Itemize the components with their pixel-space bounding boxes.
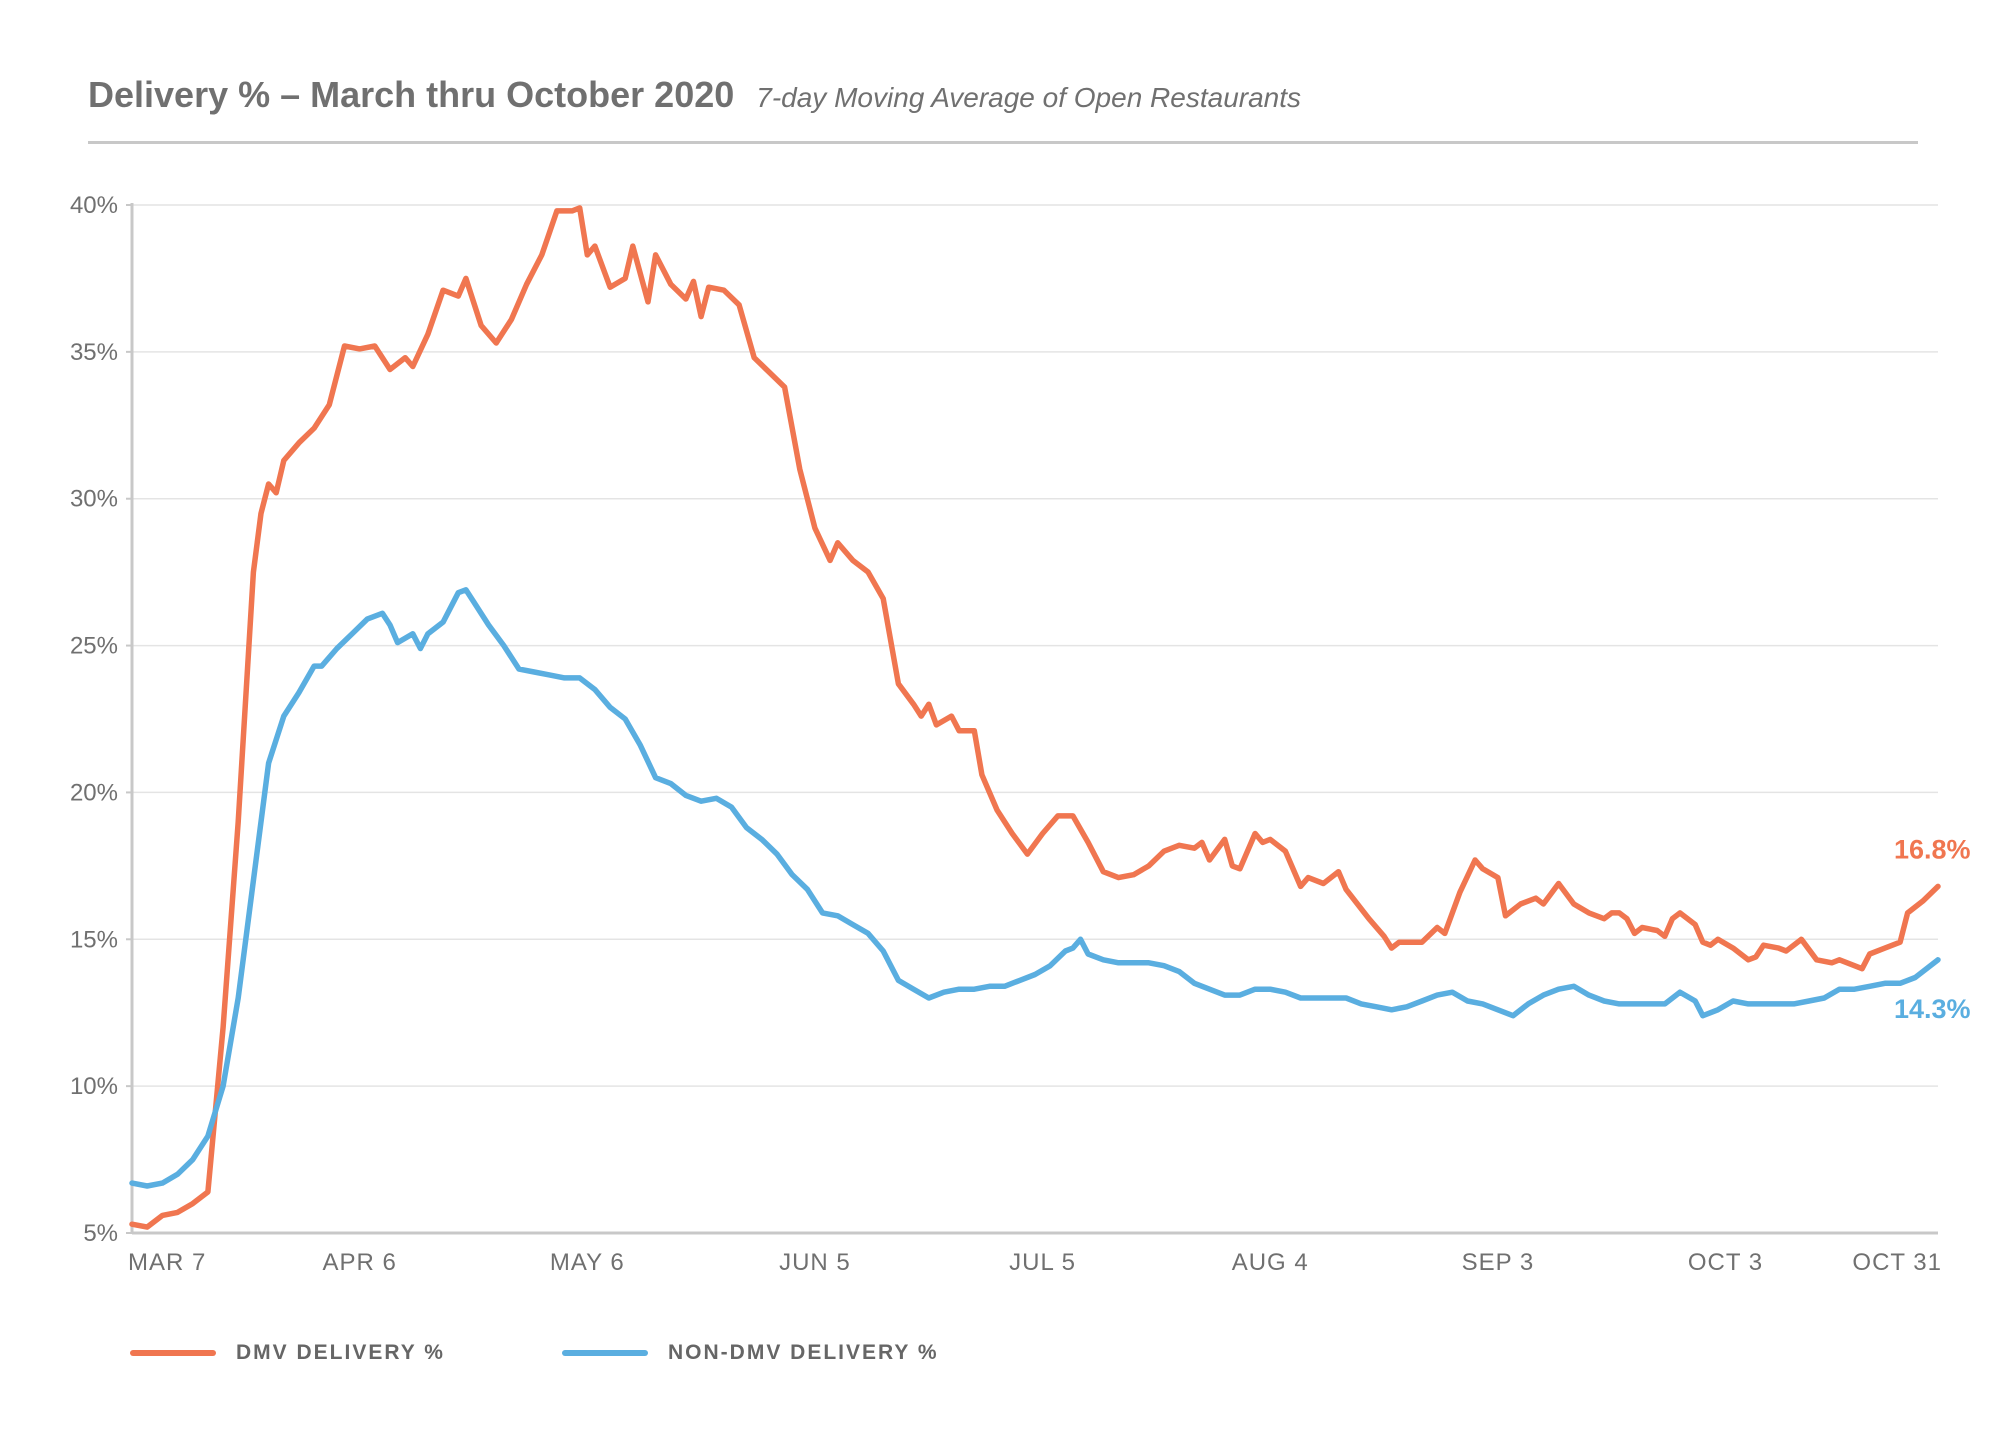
- legend-label-non-dmv: NON-DMV DELIVERY %: [668, 1341, 939, 1364]
- chart-title: Delivery % – March thru October 2020: [88, 74, 735, 115]
- chart-header: Delivery % – March thru October 2020 7-da…: [88, 74, 1920, 124]
- header-divider: [88, 141, 1918, 144]
- end-label-non-dmv: 14.3%: [1894, 994, 1971, 1024]
- series-line-dmv: [129, 205, 1941, 1230]
- y-tick-label: 40%: [70, 192, 118, 219]
- legend-swatch-non-dmv: [562, 1350, 648, 1356]
- x-tick-label: APR 6: [322, 1249, 396, 1276]
- x-tick-labels: MAR 7 APR 6 MAY 6 JUN 5 JUL 5 AUG 4 SEP 3 OCT 3…: [128, 1249, 1942, 1276]
- y-tick-labels: 5% 10% 15% 20% 25% 30% 35% 40%: [70, 192, 118, 1247]
- x-tick-label: OCT 31: [1852, 1249, 1942, 1276]
- x-tick-label: OCT 3: [1688, 1249, 1763, 1276]
- x-tick-label: MAR 7: [128, 1249, 206, 1276]
- legend-item-non-dmv: NON-DMV DELIVERY %: [562, 1338, 939, 1368]
- legend-swatch-dmv: [130, 1350, 216, 1356]
- series-lines: [129, 205, 1941, 1230]
- x-tick-label: JUL 5: [1009, 1249, 1076, 1276]
- legend-label-dmv: DMV DELIVERY %: [236, 1341, 445, 1364]
- y-tick-label: 25%: [70, 633, 118, 660]
- axes: [126, 203, 1938, 1235]
- chart-subtitle: 7-day Moving Average of Open Restaurants: [756, 82, 1302, 113]
- x-tick-label: MAY 6: [550, 1249, 625, 1276]
- gridlines: [132, 204, 1938, 1087]
- series-line-non-dmv: [129, 587, 1941, 1189]
- x-tick-label: SEP 3: [1462, 1249, 1535, 1276]
- end-label-dmv: 16.8%: [1894, 834, 1971, 864]
- y-tick-label: 15%: [70, 926, 118, 953]
- y-tick-label: 20%: [70, 779, 118, 806]
- x-tick-label: JUN 5: [779, 1249, 851, 1276]
- line-chart: 5% 10% 15% 20% 25% 30% 35% 40% MAR 7 APR 6 MAY 6 J…: [70, 192, 1971, 1276]
- y-tick-label: 30%: [70, 486, 118, 513]
- x-tick-label: AUG 4: [1232, 1249, 1309, 1276]
- legend-item-dmv: DMV DELIVERY %: [130, 1338, 445, 1368]
- y-tick-label: 5%: [83, 1220, 118, 1247]
- end-labels: 16.8% 14.3%: [1894, 834, 1971, 1023]
- y-tick-label: 35%: [70, 339, 118, 366]
- y-tick-label: 10%: [70, 1073, 118, 1100]
